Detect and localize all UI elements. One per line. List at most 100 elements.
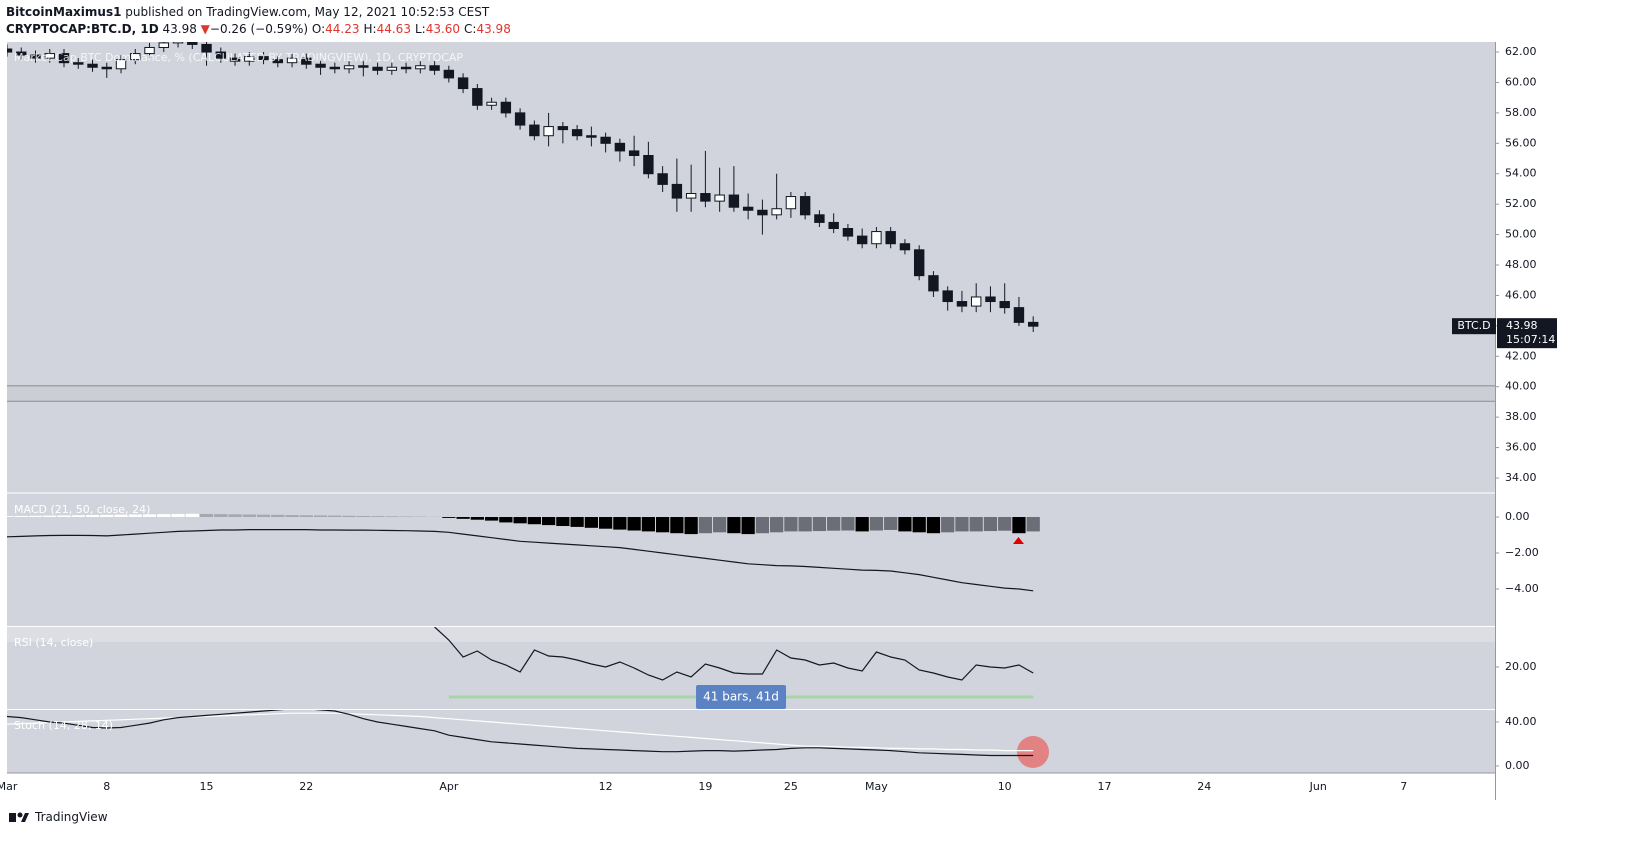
histogram-bar xyxy=(385,516,399,518)
histogram-bar xyxy=(128,514,142,518)
candle-body xyxy=(643,154,654,175)
x-tick-label: 10 xyxy=(998,780,1012,793)
pane xyxy=(7,42,1495,402)
x-tick-label: 19 xyxy=(698,780,712,793)
candle-body xyxy=(828,221,839,230)
y-tick-label: 54.00 xyxy=(1505,167,1537,180)
candle-body xyxy=(514,112,526,126)
histogram-bar xyxy=(299,515,313,518)
histogram-bar xyxy=(698,517,713,534)
ohlc-value: 44.63 xyxy=(376,22,411,36)
candle-body xyxy=(600,136,611,144)
price-label-value-box xyxy=(1497,318,1557,349)
stoch-k-line xyxy=(7,710,1034,757)
candle-body xyxy=(700,193,711,202)
histogram-bar xyxy=(898,517,912,532)
histogram-bar xyxy=(185,513,199,518)
histogram-bar xyxy=(242,514,256,518)
histogram-bar xyxy=(214,514,228,518)
histogram-bar xyxy=(171,513,185,518)
candle-body xyxy=(415,65,426,70)
histogram-bar xyxy=(684,517,698,535)
candle-body xyxy=(799,196,811,216)
price-label-symbol: BTC.D xyxy=(1457,319,1490,332)
histogram-bar xyxy=(527,517,541,525)
histogram-bar xyxy=(969,517,983,532)
ohlc-key: L: xyxy=(414,22,426,36)
histogram-bar xyxy=(157,514,171,518)
candle-body xyxy=(457,77,469,90)
x-tick-label: Apr xyxy=(439,780,459,793)
candle-body xyxy=(771,208,782,216)
candle-body xyxy=(301,57,312,65)
y-tick-label: 0.00 xyxy=(1505,510,1530,523)
candle-body xyxy=(785,196,797,210)
histogram-bar xyxy=(442,517,456,518)
histogram-bar xyxy=(541,517,556,526)
brand: TradingView xyxy=(35,810,108,824)
candle-body xyxy=(201,43,212,53)
histogram-bar xyxy=(85,515,100,518)
candle-body xyxy=(614,142,626,152)
histogram-bar xyxy=(228,514,242,518)
macd-line xyxy=(7,529,1034,592)
symbol: CRYPTOCAP:BTC.D, 1D xyxy=(6,22,159,36)
candle-body xyxy=(272,59,284,64)
y-tick-label: 48.00 xyxy=(1505,258,1537,271)
y-tick-label: −2.00 xyxy=(1505,546,1539,559)
x-tick-label: Mar xyxy=(0,780,18,793)
histogram-bar xyxy=(271,514,285,518)
highlight-circle xyxy=(1017,736,1049,768)
histogram-bar xyxy=(342,515,356,518)
candle-body xyxy=(429,65,440,71)
candle-body xyxy=(315,63,326,68)
pane-title: Market Cap BTC Dominance, % (CALCULATED … xyxy=(14,51,463,64)
histogram-bar xyxy=(798,517,812,532)
author: BitcoinMaximus1 xyxy=(6,5,122,19)
histogram-bar xyxy=(71,515,85,518)
chart-background xyxy=(7,42,1495,773)
y-tick-label: 58.00 xyxy=(1505,106,1537,119)
y-tick-label: 50.00 xyxy=(1505,228,1537,241)
ohlc-value: 43.98 xyxy=(476,22,511,36)
candle-body xyxy=(16,51,27,56)
histogram-bar xyxy=(727,517,741,534)
candle-body xyxy=(529,124,540,137)
y-tick-label: 46.00 xyxy=(1505,288,1537,301)
published: published on TradingView.com, May 12, 20… xyxy=(121,5,490,19)
x-tick-label: 8 xyxy=(103,780,110,793)
pane xyxy=(7,513,1040,592)
candle-body xyxy=(1028,321,1039,327)
histogram-bar xyxy=(513,517,527,524)
measure-box xyxy=(696,685,787,709)
candle-body xyxy=(87,63,98,68)
histogram-bar xyxy=(28,515,43,518)
histogram-bar xyxy=(1026,517,1040,532)
candle-body xyxy=(158,42,169,48)
ohlc-value: 43.60 xyxy=(425,22,461,36)
histogram-bar xyxy=(784,517,798,532)
candle-body xyxy=(970,296,982,307)
candle-body xyxy=(571,129,583,137)
candle-body xyxy=(1013,307,1025,323)
histogram-bar xyxy=(713,517,727,533)
symbol-line: CRYPTOCAP:BTC.D, 1D 43.98 ▼−0.26 (−0.59%… xyxy=(6,21,515,38)
ohlc: O:44.23 H:44.63 L:43.60 C:43.98 xyxy=(312,22,515,36)
candle-body xyxy=(101,66,112,70)
histogram-bar xyxy=(499,517,513,523)
ohlc-key: H: xyxy=(363,22,377,36)
candle-body xyxy=(386,66,398,71)
candle-body xyxy=(244,56,255,62)
y-tick-label: 60.00 xyxy=(1505,75,1537,88)
candle-body xyxy=(115,59,127,70)
candle-body xyxy=(472,88,483,106)
rsi-band xyxy=(7,627,1495,642)
measure-label: 41 bars, 41d xyxy=(703,690,779,704)
y-tick-label: 20.00 xyxy=(1505,660,1537,673)
candle-body xyxy=(956,301,968,307)
y-tick-label: 34.00 xyxy=(1505,471,1537,484)
signal-arrow xyxy=(1013,537,1024,544)
candle-body xyxy=(329,66,341,70)
candle-body xyxy=(814,214,825,223)
